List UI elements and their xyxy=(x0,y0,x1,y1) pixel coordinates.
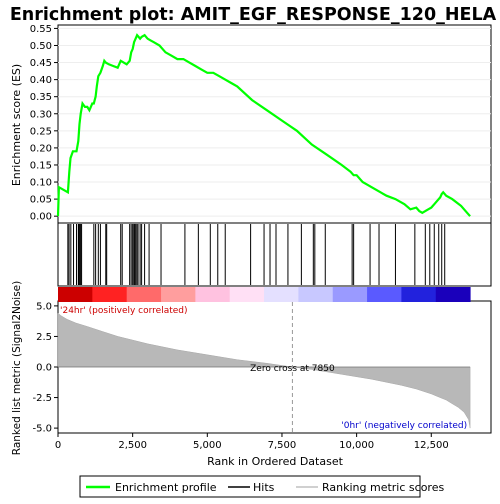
es-y-axis-label: Enrichment score (ES) xyxy=(10,64,23,186)
x-axis-label: Rank in Ordered Dataset xyxy=(207,455,344,468)
heatmap-segment xyxy=(195,287,231,302)
es-tick-label: 0.00 xyxy=(30,212,52,223)
es-y-ticks: 0.00 0.05 0.10 0.15 0.20 0.25 0.30 0.35 0.40 0.45… xyxy=(30,24,58,223)
legend-enrichment-label: Enrichment profile xyxy=(115,481,217,494)
ranked-tick-label: -2.5 xyxy=(32,393,52,404)
legend-hits-label: Hits xyxy=(253,481,275,494)
es-tick-label: 0.55 xyxy=(30,24,52,35)
es-tick-label: 0.45 xyxy=(30,58,52,69)
rank-tick-label: 2,500 xyxy=(118,440,147,451)
hit-marks xyxy=(67,224,446,285)
legend: Enrichment profile Hits Ranking metric s… xyxy=(79,475,444,498)
ranking-metric-area xyxy=(57,312,471,429)
es-gridlines xyxy=(58,27,491,217)
heatmap-segment xyxy=(332,287,368,302)
es-tick-label: 0.10 xyxy=(30,178,52,189)
es-tick-label: 0.30 xyxy=(30,109,52,120)
chart-title: Enrichment plot: AMIT_EGF_RESPONSE_120_H… xyxy=(10,5,497,25)
heatmap-segment xyxy=(92,287,128,302)
es-tick-label: 0.40 xyxy=(30,75,52,86)
heatmap-segment xyxy=(126,287,162,302)
zero-cross-label: Zero cross at 7850 xyxy=(250,364,335,374)
hits-panel-frame xyxy=(57,222,492,287)
ranked-tick-label: -5.0 xyxy=(32,424,52,435)
ranked-tick-label: 5.0 xyxy=(36,301,52,312)
ranked-tick-label: 2.5 xyxy=(36,332,52,343)
heatmap-segment xyxy=(264,287,299,302)
es-tick-label: 0.05 xyxy=(30,195,52,206)
ranked-tick-label: 0.0 xyxy=(36,363,52,374)
heatmap-segment xyxy=(367,287,402,302)
enrichment-profile-line xyxy=(56,33,471,217)
positive-correlation-label: '24hr' (positively correlated) xyxy=(60,306,188,316)
legend-metric-label: Ranking metric scores xyxy=(322,481,444,494)
es-tick-label: 0.20 xyxy=(30,143,52,154)
es-tick-label: 0.35 xyxy=(30,92,52,103)
es-tick-label: 0.50 xyxy=(30,41,52,52)
rank-tick-label: 10,000 xyxy=(339,440,374,451)
heatmap-segment xyxy=(229,287,265,302)
es-tick-label: 0.15 xyxy=(30,160,52,171)
heatmap-segment xyxy=(298,287,334,302)
heatmap-segment xyxy=(161,287,196,302)
es-panel-frame xyxy=(57,24,492,224)
ranked-y-axis-label: Ranked list metric (Signal2Noise) xyxy=(11,281,23,456)
rank-tick-label: 5,000 xyxy=(193,440,222,451)
es-tick-label: 0.25 xyxy=(30,126,52,137)
heatmap-segment xyxy=(401,287,437,302)
rank-tick-label: 12,500 xyxy=(414,440,449,451)
rank-tick-label: 7,500 xyxy=(268,440,297,451)
ranking-heatmap-bar xyxy=(58,287,471,302)
ranked-y-ticks: -5.0 -2.5 0.0 2.5 5.0 xyxy=(32,301,58,435)
rank-tick-label: 0 xyxy=(55,440,61,451)
rank-x-ticks: 0 2,500 5,000 7,500 10,000 12,500 xyxy=(55,433,449,451)
heatmap-segment xyxy=(58,287,93,302)
negative-correlation-label: '0hr' (negatively correlated) xyxy=(341,421,467,431)
heatmap-segment xyxy=(435,287,471,302)
